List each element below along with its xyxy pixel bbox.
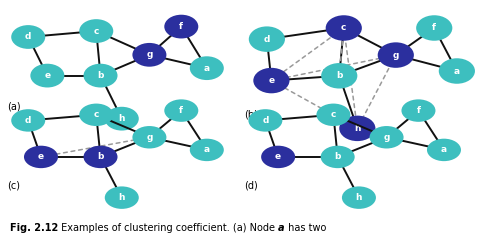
Text: c: c	[93, 110, 99, 119]
Text: f: f	[432, 24, 436, 33]
Circle shape	[79, 104, 113, 126]
Text: f: f	[179, 106, 183, 115]
Text: (d): (d)	[244, 181, 258, 191]
Circle shape	[439, 58, 475, 84]
Text: e: e	[45, 71, 50, 80]
Circle shape	[248, 109, 282, 132]
Circle shape	[342, 186, 376, 209]
Text: a: a	[441, 145, 447, 154]
Circle shape	[105, 186, 139, 209]
Text: b: b	[334, 152, 341, 161]
Circle shape	[321, 146, 355, 168]
Text: c: c	[331, 110, 336, 119]
Text: (b): (b)	[244, 109, 258, 119]
Circle shape	[190, 139, 224, 161]
Circle shape	[84, 146, 118, 168]
Circle shape	[11, 25, 45, 49]
Circle shape	[11, 109, 45, 132]
Text: h: h	[119, 114, 125, 123]
Text: b: b	[97, 71, 104, 80]
Text: a: a	[454, 67, 460, 76]
Text: b: b	[97, 152, 104, 161]
Text: e: e	[268, 76, 274, 85]
Circle shape	[30, 64, 64, 87]
Circle shape	[261, 146, 295, 168]
Circle shape	[24, 146, 58, 168]
Text: f: f	[179, 22, 183, 31]
Circle shape	[133, 43, 166, 67]
Text: d: d	[25, 33, 31, 42]
Text: h: h	[354, 124, 361, 133]
Circle shape	[370, 126, 404, 148]
Text: Examples of clustering coefficient. (a) Node: Examples of clustering coefficient. (a) …	[58, 223, 278, 233]
Text: c: c	[93, 26, 99, 35]
Circle shape	[427, 139, 461, 161]
Circle shape	[105, 107, 139, 130]
Circle shape	[133, 126, 166, 148]
Text: Fig. 2.12: Fig. 2.12	[10, 223, 58, 233]
Text: g: g	[383, 133, 390, 142]
Circle shape	[378, 42, 414, 68]
Circle shape	[339, 116, 376, 141]
Text: g: g	[146, 133, 152, 142]
Circle shape	[84, 64, 118, 87]
Text: a: a	[204, 145, 210, 154]
Text: d: d	[262, 116, 269, 125]
Text: c: c	[341, 24, 347, 33]
Text: f: f	[416, 106, 421, 115]
Circle shape	[321, 63, 357, 88]
Circle shape	[401, 99, 436, 122]
Text: (a): (a)	[7, 102, 21, 112]
Text: has two: has two	[285, 223, 326, 233]
Text: g: g	[146, 50, 152, 59]
Circle shape	[326, 15, 362, 41]
Circle shape	[317, 104, 350, 126]
Circle shape	[249, 26, 285, 52]
Circle shape	[416, 15, 453, 41]
Text: (c): (c)	[7, 181, 20, 191]
Circle shape	[164, 15, 198, 38]
Text: e: e	[38, 152, 44, 161]
Text: h: h	[119, 193, 125, 202]
Text: d: d	[25, 116, 31, 125]
Text: b: b	[336, 71, 343, 80]
Circle shape	[253, 68, 289, 93]
Circle shape	[190, 56, 224, 80]
Text: d: d	[264, 35, 270, 44]
Text: g: g	[393, 51, 399, 60]
Text: h: h	[356, 193, 362, 202]
Text: e: e	[275, 152, 281, 161]
Circle shape	[164, 99, 198, 122]
Text: a: a	[204, 64, 210, 73]
Text: a: a	[278, 223, 285, 233]
Circle shape	[79, 19, 113, 43]
